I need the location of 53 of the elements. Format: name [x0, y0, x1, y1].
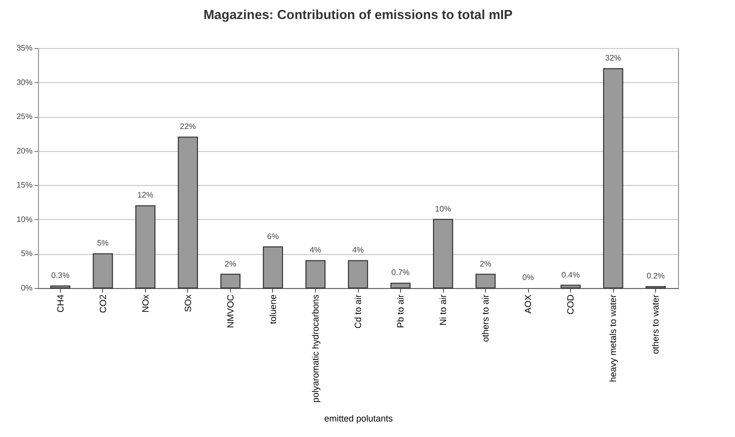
bar: [476, 274, 496, 288]
bar: [262, 246, 284, 288]
data-label: 5%: [97, 238, 109, 248]
y-tick-label: 0%: [20, 284, 32, 292]
bar: [390, 282, 411, 288]
bar: [50, 285, 70, 288]
data-label: 0.4%: [562, 270, 580, 280]
data-label: 0%: [522, 273, 534, 282]
x-tick-label: NMVOC: [225, 294, 236, 328]
x-tick-label: toluene: [268, 294, 278, 324]
data-label: 0.3%: [51, 270, 70, 280]
chart-title: Magazines: Contribution of emissions to total mIP: [203, 7, 513, 22]
data-label: 10%: [435, 204, 452, 214]
data-label: 0.7%: [391, 268, 410, 278]
x-tick-label: Ni to air: [438, 294, 448, 326]
data-label: 12%: [137, 190, 154, 200]
x-tick-label: NOx: [140, 294, 150, 312]
x-tick-label: CO2: [98, 294, 108, 314]
x-tick-label: SOx: [182, 294, 193, 312]
y-tick-label: 20%: [16, 146, 32, 156]
bar: [305, 260, 326, 288]
y-tick-label: 5%: [20, 249, 32, 258]
bar: [560, 284, 581, 288]
x-tick-label: AOX: [523, 294, 534, 314]
y-tick-label: 30%: [16, 78, 32, 87]
bar: [432, 218, 454, 288]
bar: [135, 205, 156, 288]
x-tick-label: polyaromatic hydrocarbons: [310, 294, 320, 403]
x-tick-label: others to water: [650, 294, 661, 354]
data-label: 4%: [352, 246, 364, 255]
y-tick-label: 15%: [16, 180, 32, 190]
data-label: 2%: [480, 259, 492, 268]
x-tick-label: heavy metals to water: [608, 294, 618, 382]
x-tick-label: others to air: [480, 294, 491, 342]
x-tick-label: COD: [566, 294, 576, 314]
x-tick-label: Pb to air: [396, 294, 406, 328]
data-label: 4%: [310, 246, 322, 255]
bar: [178, 136, 198, 288]
data-label: 22%: [180, 122, 196, 132]
x-tick-label: CH4: [55, 294, 66, 313]
data-label: 6%: [267, 232, 279, 241]
data-label: 2%: [224, 259, 236, 268]
x-axis-title: emitted polutants: [324, 414, 394, 424]
y-tick-label: 35%: [16, 44, 32, 52]
x-tick-label: Cd to air: [353, 294, 363, 329]
bar: [348, 260, 368, 288]
bar: [603, 68, 624, 288]
data-label: 0.2%: [646, 272, 665, 281]
y-tick-label: 25%: [16, 112, 32, 122]
bar: [220, 274, 240, 288]
bar: [92, 253, 113, 288]
y-tick-label: 10%: [16, 214, 32, 224]
data-label: 32%: [605, 54, 622, 63]
